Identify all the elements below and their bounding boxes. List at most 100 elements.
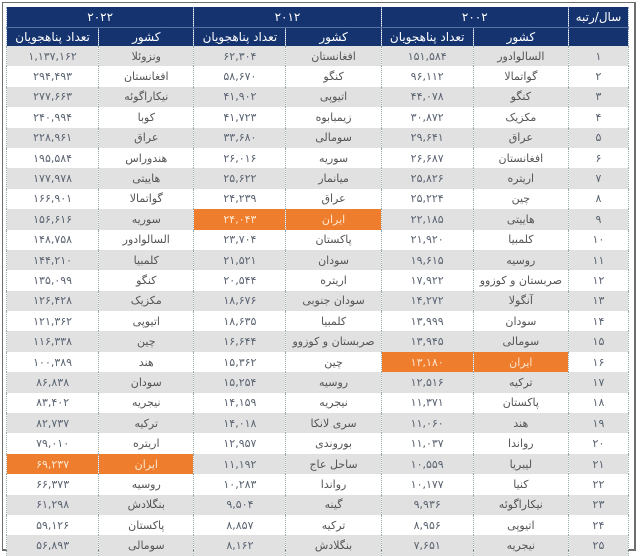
country-cell-2022: عراق bbox=[98, 127, 195, 148]
table-row: ۲۰ رواندا ۱۱,۰۳۷ بوروندی ۱۲,۹۵۷ اریتره ۷۹,۰۱۰ bbox=[5, 433, 630, 454]
country-cell-2022: ترکیه bbox=[98, 413, 195, 434]
country-cell-2022: کنگو bbox=[98, 270, 195, 291]
table-row: ۶ افغانستان ۲۶,۶۸۷ سوریه ۲۶,۰۱۶ هندوراس ۱۹۵,۵۸… bbox=[5, 147, 630, 169]
count-cell-2022: ۱۴۴,۲۱۰ bbox=[5, 249, 100, 271]
table-body: ۱ السالوادور ۱۵۱,۵۸۴ افغانستان ۶۲,۳۰۴ ونزوئلا… bbox=[5, 46, 630, 556]
table-row: ۳ کنگو ۴۴,۰۷۸ اتیوپی ۴۱,۹۰۲ نیکاراگوئه ۲۷۷,۶۶۳ bbox=[5, 86, 630, 108]
count-cell-2002: ۲۵,۸۲۶ bbox=[380, 168, 474, 189]
rank-cell: ۲۳ bbox=[567, 494, 630, 515]
count-cell-2012: ۸,۱۶۲ bbox=[193, 535, 287, 556]
asylum-seekers-table: سال/رتبه ۲۰۰۲ ۲۰۱۲ ۲۰۲۲ کشور تعداد پناهج… bbox=[5, 7, 630, 556]
count-cell-2002: ۱۴,۲۷۲ bbox=[380, 290, 474, 312]
count-cell-2002: ۲۶,۶۸۷ bbox=[380, 147, 474, 169]
count-cell-2012: ۲۴,۲۳۹ bbox=[193, 188, 287, 210]
country-header-2022: کشور bbox=[98, 27, 195, 46]
table-row: ۸ چین ۲۵,۲۲۴ عراق ۲۴,۲۳۹ گواتمالا ۱۶۶,۹۰۱ bbox=[5, 188, 630, 210]
country-cell-2002: اریتره bbox=[472, 168, 569, 189]
country-cell-2022: کوبا bbox=[98, 107, 195, 128]
country-cell-2012: اریتره bbox=[285, 270, 382, 291]
count-header-2012: تعداد پناهجویان bbox=[193, 27, 287, 46]
count-cell-2022: ۷۹,۰۱۰ bbox=[5, 433, 100, 454]
count-cell-2012: ۲۶,۰۱۶ bbox=[193, 147, 287, 169]
rank-cell: ۱۰ bbox=[567, 229, 630, 250]
count-cell-2012: ۲۳,۷۰۴ bbox=[193, 229, 287, 250]
country-cell-2022: بنگلادش bbox=[98, 494, 195, 515]
count-cell-2022: ۱۹۵,۵۸۴ bbox=[5, 147, 100, 169]
country-cell-2012: بوروندی bbox=[285, 433, 382, 454]
country-cell-2002: هند bbox=[472, 413, 569, 434]
count-cell-2002: ۳۰,۸۷۲ bbox=[380, 107, 474, 128]
country-cell-2012: روسیه bbox=[285, 372, 382, 393]
country-cell-2002: اتیوپی bbox=[472, 514, 569, 536]
country-cell-2022: پاکستان bbox=[98, 514, 195, 536]
count-cell-2002: ۱۰,۵۵۹ bbox=[380, 453, 474, 475]
country-cell-2022: هند bbox=[98, 351, 195, 373]
country-cell-2022: هندوراس bbox=[98, 147, 195, 169]
count-cell-2002: ۷,۶۵۱ bbox=[380, 535, 474, 556]
rank-cell: ۱۱ bbox=[567, 249, 630, 271]
count-cell-2012: ۱۶,۶۴۴ bbox=[193, 331, 287, 352]
rank-year-corner-header: سال/رتبه bbox=[567, 7, 630, 28]
count-cell-2012: ۱۵,۲۵۴ bbox=[193, 372, 287, 393]
rank-cell: ۱۵ bbox=[567, 331, 630, 352]
country-cell-2012: میانمار bbox=[285, 168, 382, 189]
count-header-2002: تعداد پناهجویان bbox=[380, 27, 474, 46]
country-cell-2012: سودان bbox=[285, 249, 382, 271]
table-row: ۴ مکزیک ۳۰,۸۷۲ زیمبابوه ۴۱,۷۲۳ کوبا ۲۴۰,۹۹۴ bbox=[5, 107, 630, 128]
country-cell-2002: رواندا bbox=[472, 433, 569, 454]
count-cell-2002: ۲۲,۱۸۵ bbox=[380, 209, 474, 230]
count-cell-2022: ۱۱۶,۳۳۸ bbox=[5, 331, 100, 352]
rank-cell: ۲۲ bbox=[567, 474, 630, 495]
country-cell-2022: نیجریه bbox=[98, 392, 195, 414]
count-cell-2002: ۱۳,۱۸۰ bbox=[380, 351, 474, 373]
country-cell-2002: آنگولا bbox=[472, 290, 569, 312]
table-row: ۱۸ پاکستان ۱۱,۳۷۱ نیجریه ۱۴,۱۵۹ نیجریه ۸۳,۴۰۲ bbox=[5, 392, 630, 414]
year-header-2012: ۲۰۱۲ bbox=[193, 7, 382, 28]
country-cell-2002: مکزیک bbox=[472, 107, 569, 128]
country-cell-2002: پاکستان bbox=[472, 392, 569, 414]
count-cell-2002: ۲۹,۶۴۱ bbox=[380, 127, 474, 148]
rank-cell: ۱۲ bbox=[567, 270, 630, 291]
country-cell-2002: گواتمالا bbox=[472, 66, 569, 87]
count-cell-2022: ۶۱,۲۹۸ bbox=[5, 494, 100, 515]
rank-cell: ۱۹ bbox=[567, 413, 630, 434]
country-cell-2012: عراق bbox=[285, 188, 382, 210]
country-cell-2002: چین bbox=[472, 188, 569, 210]
rank-cell: ۶ bbox=[567, 147, 630, 169]
country-cell-2002: ترکیه bbox=[472, 372, 569, 393]
table-row: ۱۶ ایران ۱۳,۱۸۰ چین ۱۵,۳۶۲ هند ۱۰۰,۳۸۹ bbox=[5, 351, 630, 373]
rank-cell: ۱۸ bbox=[567, 392, 630, 414]
country-cell-2012: کنگو bbox=[285, 66, 382, 87]
table-row: ۱۷ ترکیه ۱۲,۵۱۶ روسیه ۱۵,۲۵۴ سودان ۸۶,۸۳۸ bbox=[5, 372, 630, 393]
country-cell-2012: سری لانکا bbox=[285, 413, 382, 434]
count-header-2022: تعداد پناهجویان bbox=[5, 27, 100, 46]
count-cell-2022: ۵۹,۱۲۶ bbox=[5, 514, 100, 536]
table-row: ۵ عراق ۲۹,۶۴۱ سومالی ۳۳,۶۸۰ عراق ۲۲۸,۹۶۱ bbox=[5, 127, 630, 148]
count-cell-2002: ۱۱,۰۳۷ bbox=[380, 433, 474, 454]
count-cell-2012: ۱۴,۰۱۸ bbox=[193, 413, 287, 434]
table-row: ۱ السالوادور ۱۵۱,۵۸۴ افغانستان ۶۲,۳۰۴ ونزوئلا… bbox=[5, 46, 630, 67]
country-cell-2012: ترکیه bbox=[285, 514, 382, 536]
count-cell-2012: ۳۳,۶۸۰ bbox=[193, 127, 287, 148]
count-cell-2002: ۱۷,۹۲۲ bbox=[380, 270, 474, 291]
country-cell-2022: گواتمالا bbox=[98, 188, 195, 210]
count-cell-2012: ۱۴,۱۵۹ bbox=[193, 392, 287, 414]
rank-subheader-empty bbox=[567, 27, 630, 46]
country-cell-2002: نیکاراگوئه bbox=[472, 494, 569, 515]
count-cell-2022: ۸۳,۴۰۲ bbox=[5, 392, 100, 414]
count-cell-2022: ۱۳۵,۰۹۹ bbox=[5, 270, 100, 291]
country-cell-2022: اتیوپی bbox=[98, 311, 195, 332]
country-cell-2002: سومالی bbox=[472, 331, 569, 352]
count-cell-2012: ۱۵,۳۶۲ bbox=[193, 351, 287, 373]
country-cell-2002: هاییتی bbox=[472, 209, 569, 230]
rank-cell: ۱۴ bbox=[567, 311, 630, 332]
count-cell-2022: ۱,۱۳۷,۱۶۲ bbox=[5, 46, 100, 67]
count-cell-2002: ۲۱,۹۲۰ bbox=[380, 229, 474, 250]
country-cell-2002: روسیه bbox=[472, 249, 569, 271]
country-cell-2022: سوریه bbox=[98, 209, 195, 230]
country-cell-2002: صربستان و کوزوو bbox=[472, 270, 569, 291]
count-cell-2012: ۴۱,۷۲۳ bbox=[193, 107, 287, 128]
rank-cell: ۲ bbox=[567, 66, 630, 87]
count-cell-2002: ۱۳,۹۴۵ bbox=[380, 331, 474, 352]
rank-cell: ۱۳ bbox=[567, 290, 630, 312]
